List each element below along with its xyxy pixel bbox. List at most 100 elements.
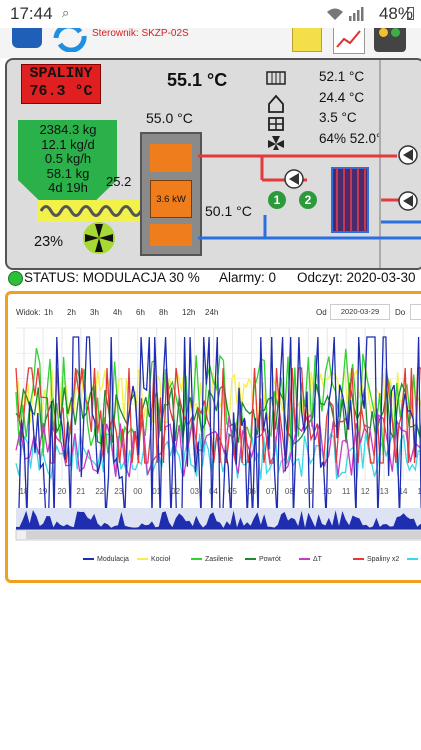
x-tick-label: 10 xyxy=(323,487,332,496)
range-button-1h[interactable]: 1h xyxy=(44,308,53,317)
x-tick-label: 03 xyxy=(190,487,199,496)
to-date-input[interactable] xyxy=(410,304,421,320)
x-tick-label: 12 xyxy=(361,487,370,496)
flue-gas-value: 76.3 °C xyxy=(29,83,93,100)
x-tick-label: 19 xyxy=(38,487,47,496)
x-tick-label: 18 xyxy=(20,487,29,496)
x-tick-label: 04 xyxy=(209,487,218,496)
reading-radiator: 52.1 °C xyxy=(319,69,365,84)
from-date-input[interactable]: 2020-03-29 xyxy=(330,304,390,320)
status-text: STATUS: MODULACJA 30 % xyxy=(24,270,200,285)
window-icon xyxy=(268,117,284,131)
x-tick-label: 13 xyxy=(380,487,389,496)
system-status-bar: 17:44 ⌕ 48% xyxy=(0,0,421,28)
range-button-8h[interactable]: 8h xyxy=(159,308,168,317)
x-tick-label: 20 xyxy=(57,487,66,496)
clock: 17:44 xyxy=(10,4,53,23)
reading-mixer: 64% 52.0° xyxy=(319,130,382,146)
flue-gas-label: SPALINY xyxy=(29,65,93,82)
range-button-6h[interactable]: 6h xyxy=(136,308,145,317)
legend-swatch xyxy=(299,558,310,561)
chart-legend: Modulacja Kocioł Zasilenie Powrót ΔT Spaliny … xyxy=(8,552,421,572)
legend-item[interactable]: Modulacja xyxy=(83,556,129,563)
chart-icon[interactable] xyxy=(333,28,365,54)
x-tick-label: 15 xyxy=(418,487,421,496)
battery-level: 48% xyxy=(378,4,413,23)
legend-swatch xyxy=(245,558,256,561)
feeder-auger xyxy=(37,200,141,222)
controller-title: Sterownik: SKZP-02S xyxy=(92,28,189,39)
range-button-24h[interactable]: 24h xyxy=(205,308,219,317)
legend-label: Modulacja xyxy=(97,556,129,563)
return-temp: 50.1 °C xyxy=(205,203,252,219)
legend-swatch xyxy=(137,558,148,561)
fuel-hopper xyxy=(18,120,117,212)
reading-room: 24.4 °C xyxy=(319,89,365,105)
alarms-count: Alarmy: 0 xyxy=(219,270,277,285)
settings-icon[interactable] xyxy=(374,28,406,52)
fuel-daily: 12.1 kg/d xyxy=(41,136,95,152)
x-tick-label: 00 xyxy=(133,487,142,496)
legend-label: Spaliny x2 xyxy=(367,556,400,563)
legend-item[interactable]: ΔT xyxy=(299,556,322,563)
view-label: Widok: xyxy=(16,308,41,317)
x-tick-label: 01 xyxy=(152,487,161,496)
history-chart-panel: Widok: 1h 2h 3h 4h 6h 8h 12h 24h Od 2020-03-29 … xyxy=(5,291,421,583)
fuel-stats: 2384.3 kg 12.1 kg/d 0.5 kg/h 58.1 kg 4d … xyxy=(20,122,116,196)
wifi-signal-icon xyxy=(327,7,364,21)
status-ok-icon xyxy=(8,271,23,286)
fuel-time-left: 4d 19h xyxy=(48,180,88,196)
radiator-icon xyxy=(266,71,286,85)
legend-item[interactable]: Spaliny x2 xyxy=(353,556,399,563)
legend-swatch xyxy=(353,558,364,561)
search-icon: ⌕ xyxy=(62,5,70,20)
series-line-spaliny xyxy=(15,367,421,464)
battery-icon xyxy=(407,7,414,20)
reading-outdoor: 3.5 °C xyxy=(319,110,357,125)
x-tick-label: 14 xyxy=(399,487,408,496)
x-tick-label: 21 xyxy=(76,487,85,496)
series-line-zasilenie xyxy=(15,347,421,457)
boiler-setpoint: 55.0 °C xyxy=(146,110,193,126)
fuel-total: 2384.3 kg xyxy=(39,122,97,137)
x-tick-label: 05 xyxy=(228,487,237,496)
divider xyxy=(379,60,381,268)
room-icons xyxy=(266,71,286,150)
range-button-3h[interactable]: 3h xyxy=(90,308,99,317)
fan-percent: 23% xyxy=(34,234,64,250)
boiler-power: 3.6 kW xyxy=(156,194,186,205)
legend-label: Kocioł xyxy=(151,556,171,563)
legend-item[interactable]: Zasilenie xyxy=(191,556,233,563)
app-header: Sterownik: SKZP-02S xyxy=(0,28,421,58)
legend-label: Powrót xyxy=(259,556,281,563)
circuit-2-badge[interactable]: 2 xyxy=(299,191,317,209)
blower-icon xyxy=(83,222,115,254)
boiler-schematic: SPALINY 76.3 °C 55.1 °C 52.1 °C 24.4 °C … xyxy=(5,58,421,270)
range-button-2h[interactable]: 2h xyxy=(67,308,76,317)
sync-arrows-icon[interactable] xyxy=(50,28,90,52)
legend-swatch xyxy=(191,558,202,561)
refresh-tile-icon[interactable] xyxy=(12,28,42,48)
fan-icon xyxy=(268,136,284,150)
x-tick-label: 11 xyxy=(342,487,351,496)
range-button-4h[interactable]: 4h xyxy=(113,308,122,317)
fuel-hourly: 0.5 kg/h xyxy=(44,151,92,167)
legend-item[interactable]: Powrót xyxy=(245,556,281,563)
pump-icon xyxy=(284,169,304,189)
navigator-area xyxy=(16,510,421,530)
boiler-body: 3.6 kW xyxy=(140,132,202,256)
legend-item[interactable]: Pogoda xyxy=(407,556,421,563)
range-button-12h[interactable]: 12h xyxy=(182,308,196,317)
notes-icon[interactable] xyxy=(292,28,322,52)
pump-icon-right xyxy=(398,145,418,165)
scrollbar-thumb xyxy=(26,531,421,539)
line-chart[interactable]: 18 19 20 21 22 23 00 01 02 03 04 05 06 07 08 09 10 11 12 13… xyxy=(8,322,421,552)
pipes xyxy=(198,154,421,240)
legend-item[interactable]: Kocioł xyxy=(137,556,170,563)
x-tick-label: 22 xyxy=(95,487,104,496)
x-tick-label: 07 xyxy=(266,487,275,496)
x-tick-label: 23 xyxy=(114,487,123,496)
circuit-1-badge[interactable]: 1 xyxy=(268,191,286,209)
boiler-temp: 55.1 °C xyxy=(167,70,228,90)
legend-swatch xyxy=(83,558,94,561)
